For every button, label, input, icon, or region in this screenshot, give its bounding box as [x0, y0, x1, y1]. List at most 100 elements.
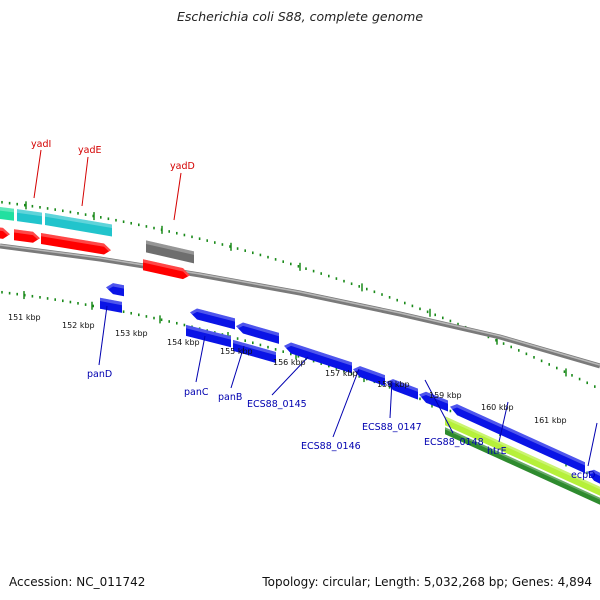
gene-label-panD[interactable]: panD [87, 369, 112, 380]
bottom-minor-tick [39, 296, 41, 299]
bottom-minor-tick [8, 291, 11, 295]
gene-label-ECS88_0147[interactable]: ECS88_0147 [362, 422, 422, 433]
top-minor-tick [115, 218, 117, 222]
top-minor-tick [381, 293, 383, 296]
gene-feature-red-a [0, 227, 10, 239]
genome-summary-text: Topology: circular; Length: 5,032,268 bp… [262, 575, 592, 589]
top-minor-tick [236, 247, 239, 250]
top-minor-tick [396, 298, 398, 302]
top-minor-tick [39, 206, 41, 209]
bottom-minor-tick [267, 345, 269, 349]
top-minor-tick [168, 230, 170, 233]
top-minor-tick [320, 272, 322, 275]
top-minor-tick [244, 249, 246, 252]
top-minor-tick [16, 202, 18, 206]
top-minor-tick [145, 225, 148, 228]
top-minor-tick [274, 258, 277, 261]
top-minor-tick [229, 245, 231, 248]
bottom-minor-tick [16, 292, 18, 296]
gene-feature-ecpD [587, 469, 600, 484]
bottom-minor-tick [160, 318, 163, 322]
top-minor-tick [183, 233, 186, 237]
top-minor-tick [419, 307, 421, 311]
gene-label-panB[interactable]: panB [218, 392, 242, 403]
top-minor-tick [77, 212, 79, 215]
gene-label-ECS88_0145[interactable]: ECS88_0145 [247, 399, 307, 410]
bottom-minor-tick [176, 321, 178, 325]
gene-feature-red-b [14, 229, 40, 243]
top-minor-tick [153, 226, 155, 230]
gene-label-yadI[interactable]: yadI [31, 139, 51, 150]
gene-leader-line [81, 156, 89, 207]
gene-label-htrE[interactable]: htrE [487, 446, 507, 457]
kbp-label: 152 kbp [62, 321, 95, 330]
gene-feature-panC-a [190, 308, 235, 330]
gene-feature-yadE [45, 213, 112, 241]
bottom-minor-tick [46, 297, 49, 300]
gene-leader-line [195, 335, 206, 383]
top-minor-tick [24, 203, 26, 207]
top-minor-tick [46, 207, 49, 210]
gene-label-yadD[interactable]: yadD [170, 161, 195, 172]
top-minor-tick [434, 313, 436, 317]
bottom-minor-tick [153, 316, 155, 320]
gene-feature-ECS88_0147 [386, 379, 418, 400]
top-minor-tick [495, 338, 497, 342]
top-minor-tick [540, 359, 543, 363]
top-minor-tick [426, 310, 429, 314]
top-minor-tick [1, 200, 3, 204]
gene-feature-htrE-dark [445, 427, 600, 507]
bottom-minor-tick [54, 298, 56, 301]
top-minor-tick [297, 265, 300, 268]
gene-leader-line [271, 356, 309, 396]
top-minor-tick [69, 210, 72, 214]
top-minor-tick [191, 235, 193, 239]
top-minor-tick [533, 356, 535, 359]
gene-feature-panB [233, 339, 276, 367]
accession-text: Accession: NC_011742 [9, 575, 146, 589]
gene-label-panC[interactable]: panC [184, 387, 209, 398]
top-minor-tick [487, 335, 490, 339]
top-minor-tick [31, 204, 34, 208]
top-minor-tick [442, 316, 444, 320]
gene-feature-yadI [17, 209, 42, 229]
bottom-minor-tick [419, 397, 421, 401]
bottom-minor-tick [145, 315, 148, 318]
genome-backbone-highlight [0, 244, 600, 366]
top-minor-tick [176, 231, 178, 235]
top-minor-tick [502, 342, 505, 345]
top-minor-tick [198, 237, 201, 241]
kbp-label: 156 kbp [273, 358, 306, 367]
top-minor-tick [221, 243, 224, 246]
gene-label-ecpD[interactable]: ecpD [571, 470, 595, 481]
gene-label-yadE[interactable]: yadE [78, 145, 101, 156]
top-minor-tick [54, 208, 56, 211]
top-minor-tick [358, 285, 360, 288]
gene-feature-ECS88_0146 [353, 366, 385, 387]
bottom-minor-tick [24, 293, 26, 297]
gene-leader-line [173, 172, 182, 221]
top-minor-tick [206, 239, 208, 242]
bottom-minor-tick [252, 341, 254, 345]
bottom-minor-tick [138, 313, 140, 317]
top-minor-tick [312, 269, 315, 273]
top-minor-tick [259, 253, 262, 257]
top-minor-tick [594, 385, 596, 388]
gene-label-ECS88_0146[interactable]: ECS88_0146 [301, 441, 361, 452]
gene-leader-line [424, 379, 454, 434]
top-minor-tick [305, 267, 307, 270]
bottom-minor-tick [282, 350, 284, 353]
bottom-minor-tick [31, 294, 34, 298]
bottom-minor-tick [84, 303, 87, 306]
top-minor-tick [518, 349, 520, 352]
top-minor-tick [457, 322, 459, 326]
bottom-minor-tick [358, 375, 360, 378]
kbp-label: 154 kbp [167, 338, 200, 347]
gene-label-ECS88_0148[interactable]: ECS88_0148 [424, 437, 484, 448]
gene-feature-teal [0, 207, 14, 225]
top-minor-tick [449, 319, 452, 323]
gene-leader-line [33, 149, 42, 199]
top-minor-tick [525, 352, 528, 356]
bottom-minor-tick [586, 471, 588, 475]
